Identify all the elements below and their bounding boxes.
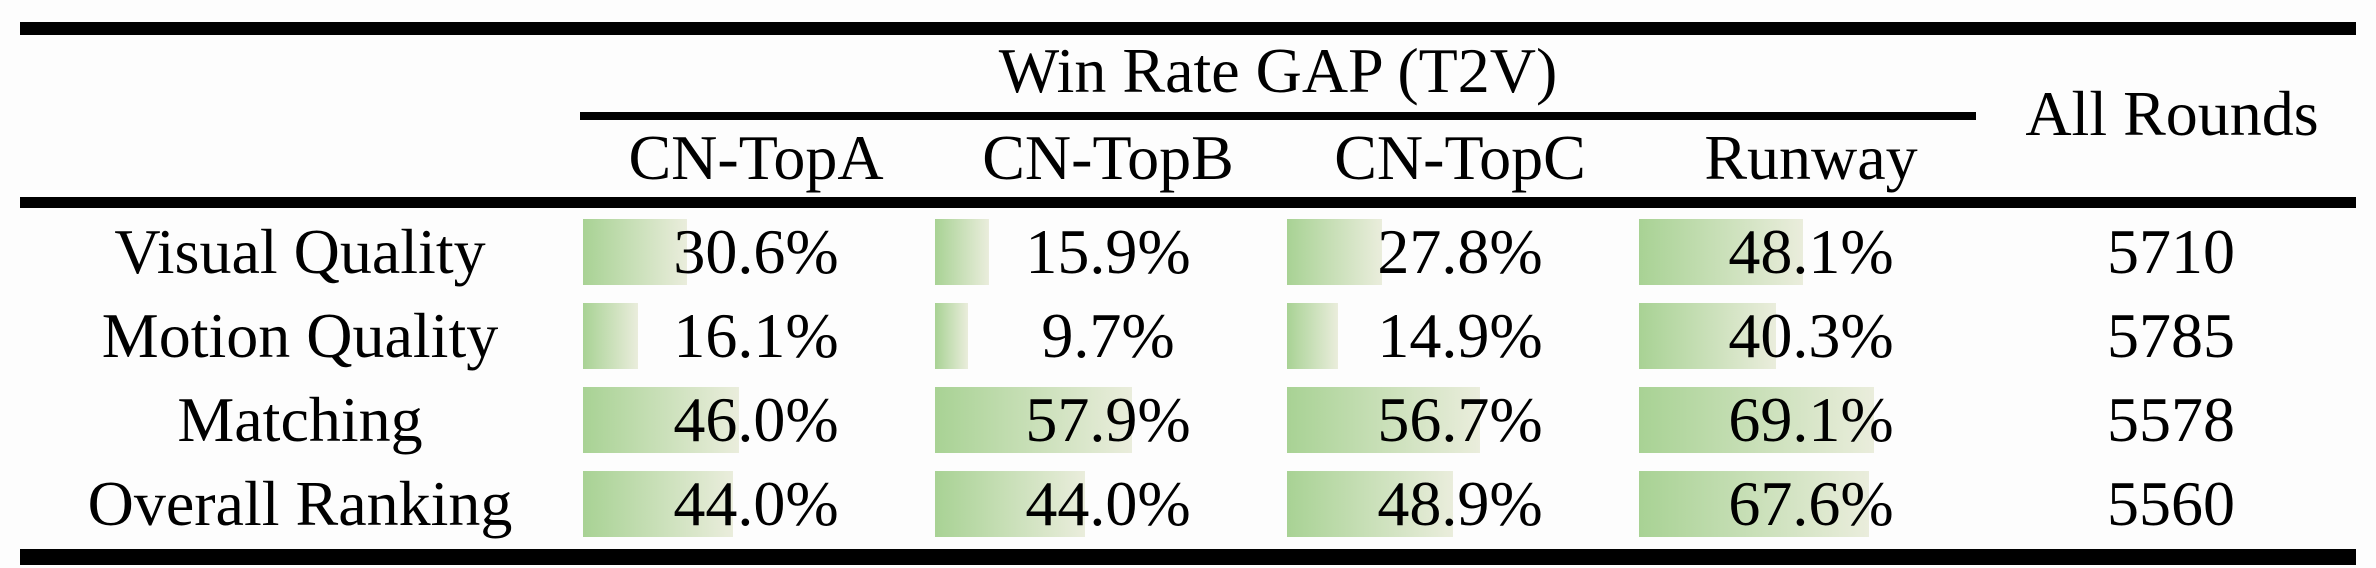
table-body: Visual Quality 30.6% 15.9% 27.8% 48.1% 5710 Mo… [20,210,2356,546]
row-label: Motion Quality [101,300,499,371]
column-header-spacer [20,118,580,197]
win-rate-bar [583,303,638,369]
win-rate-cell: 9.7% [932,294,1284,378]
win-rate-cell: 46.0% [580,378,932,462]
win-rate-value: 9.7% [1041,300,1175,371]
win-rate-bar [583,219,687,285]
row-label: Matching [177,384,423,455]
win-rate-bar [1639,303,1776,369]
all-rounds-value: 5560 [2107,468,2235,539]
win-rate-bar [935,387,1132,453]
win-rate-bar [1639,471,1869,537]
table-bottom-rule [20,549,2356,565]
win-rate-bar [583,471,733,537]
win-rate-bar [1287,387,1480,453]
win-rate-value: 40.3% [1728,300,1894,371]
column-header-row: CN-TopA CN-TopB CN-TopC Runway [20,118,2356,197]
win-rate-bar [1287,219,1382,285]
row-label: Overall Ranking [87,468,513,539]
win-rate-bar [1287,303,1338,369]
column-header-runway: Runway [1704,121,1918,193]
all-rounds-value: 5785 [2107,300,2235,371]
win-rate-cell: 56.7% [1284,378,1636,462]
win-rate-cell: 48.1% [1636,210,1986,294]
win-rate-cell: 15.9% [932,210,1284,294]
win-rate-cell: 44.0% [932,462,1284,546]
win-rate-cell: 69.1% [1636,378,1986,462]
table-top-rule [20,22,2356,35]
win-rate-bar [1639,219,1803,285]
win-rate-bar [935,471,1085,537]
win-rate-value: 44.0% [673,468,839,539]
win-rate-bar [583,387,739,453]
table-row: Overall Ranking 44.0% 44.0% 48.9% 67.6% 5560 [20,462,2356,546]
table-row: Matching 46.0% 57.9% 56.7% 69.1% 5578 [20,378,2356,462]
win-rate-cell: 44.0% [580,462,932,546]
win-rate-value: 16.1% [673,300,839,371]
win-rate-value: 67.6% [1728,468,1894,539]
win-rate-bar [935,303,968,369]
row-label: Visual Quality [114,216,486,287]
table-row: Motion Quality 16.1% 9.7% 14.9% 40.3% 5785 [20,294,2356,378]
group-header-win-rate-gap: Win Rate GAP (T2V) [998,35,1558,106]
win-rate-bar [935,219,989,285]
win-rate-cell: 16.1% [580,294,932,378]
win-rate-value: 48.1% [1728,216,1894,287]
column-header-cn-topa: CN-TopA [628,121,884,193]
win-rate-value: 48.9% [1377,468,1543,539]
win-rate-value: 57.9% [1025,384,1191,455]
win-rate-value: 30.6% [673,216,839,287]
win-rate-bar [1639,387,1874,453]
all-rounds-value: 5710 [2107,216,2235,287]
win-rate-value: 15.9% [1025,216,1191,287]
win-rate-value: 69.1% [1728,384,1894,455]
win-rate-value: 14.9% [1377,300,1543,371]
column-header-cn-topc: CN-TopC [1334,121,1586,193]
win-rate-value: 56.7% [1377,384,1543,455]
win-rate-cell: 30.6% [580,210,932,294]
win-rate-value: 46.0% [673,384,839,455]
win-rate-bar [1287,471,1453,537]
win-rate-cell: 14.9% [1284,294,1636,378]
group-header-rule [580,112,1976,120]
win-rate-cell: 27.8% [1284,210,1636,294]
win-rate-cell: 57.9% [932,378,1284,462]
column-header-spacer-right [1986,118,2356,197]
win-rate-value: 27.8% [1377,216,1543,287]
column-header-all-rounds: All Rounds [2025,77,2319,149]
win-rate-cell: 40.3% [1636,294,1986,378]
column-header-cn-topb: CN-TopB [982,121,1234,193]
win-rate-value: 44.0% [1025,468,1191,539]
table-row: Visual Quality 30.6% 15.9% 27.8% 48.1% 5710 [20,210,2356,294]
header-body-rule [20,197,2356,208]
all-rounds-value: 5578 [2107,384,2235,455]
win-rate-cell: 48.9% [1284,462,1636,546]
win-rate-cell: 67.6% [1636,462,1986,546]
